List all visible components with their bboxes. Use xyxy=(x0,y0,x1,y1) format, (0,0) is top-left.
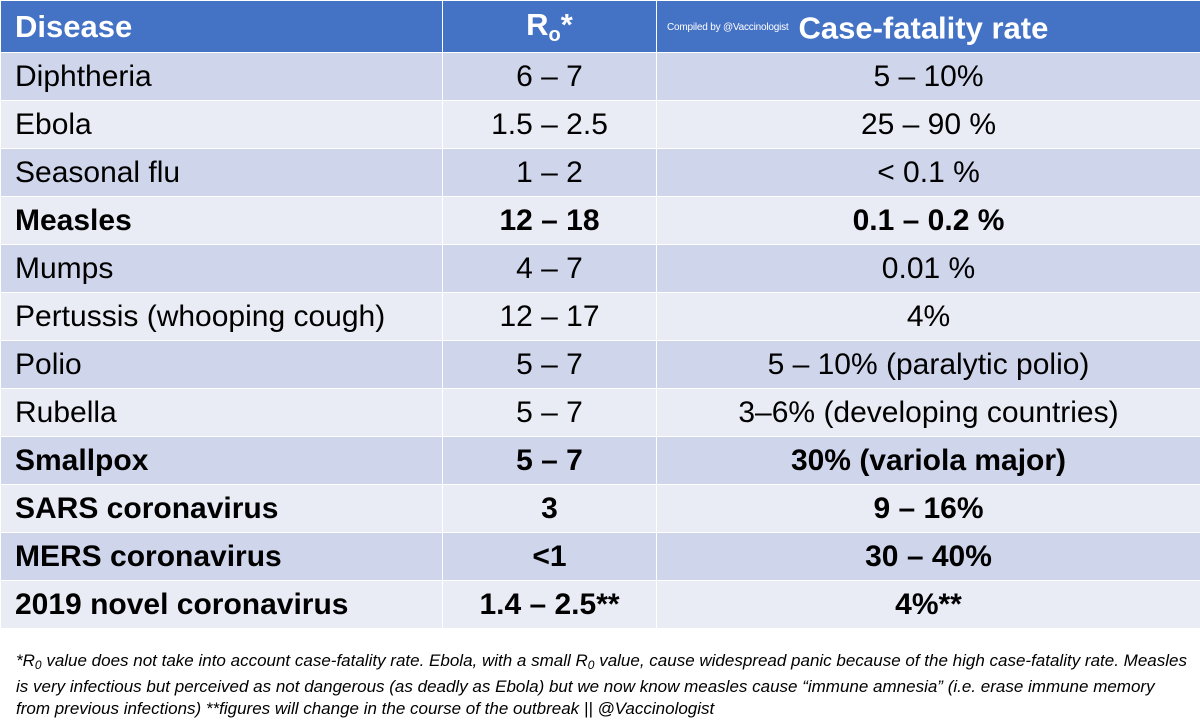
cell-disease: 2019 novel coronavirus xyxy=(0,580,443,629)
footnote-part-2: value does not take into account case-fa… xyxy=(41,651,588,670)
cell-disease: MERS coronavirus xyxy=(0,532,443,581)
cell-case-fatality: 4%** xyxy=(656,580,1200,629)
cell-r0: 3 xyxy=(442,484,657,533)
credit-text: Compiled by @Vaccinologist xyxy=(667,21,789,33)
cell-r0: 12 – 17 xyxy=(442,292,657,341)
cell-case-fatality: 0.1 – 0.2 % xyxy=(656,196,1200,245)
cell-case-fatality: 5 – 10% xyxy=(656,52,1200,101)
table-row: Mumps 4 – 7 0.01 % xyxy=(0,244,1200,293)
cell-disease: Rubella xyxy=(0,388,443,437)
cell-disease: Measles xyxy=(0,196,443,245)
table-row: Smallpox 5 – 7 30% (variola major) xyxy=(0,436,1200,485)
table-row: 2019 novel coronavirus 1.4 – 2.5** 4%** xyxy=(0,580,1200,629)
header-cfr-title: Case-fatality rate xyxy=(798,10,1049,46)
cell-r0: 6 – 7 xyxy=(442,52,657,101)
table-row: SARS coronavirus 3 9 – 16% xyxy=(0,484,1200,533)
cell-r0: 5 – 7 xyxy=(442,436,657,485)
cell-disease: Pertussis (whooping cough) xyxy=(0,292,443,341)
cell-disease: Ebola xyxy=(0,100,443,149)
header-r0-sub: o xyxy=(548,23,561,46)
cell-r0: 1 – 2 xyxy=(442,148,657,197)
footnote-part-3: value, cause widespread panic because of… xyxy=(16,651,1187,718)
table-row: Seasonal flu 1 – 2 < 0.1 % xyxy=(0,148,1200,197)
cell-disease: Smallpox xyxy=(0,436,443,485)
cell-r0: 5 – 7 xyxy=(442,340,657,389)
cell-case-fatality: 0.01 % xyxy=(656,244,1200,293)
cell-case-fatality: 3–6% (developing countries) xyxy=(656,388,1200,437)
header-r0-main: R xyxy=(526,6,549,42)
cell-case-fatality: 25 – 90 % xyxy=(656,100,1200,149)
cell-disease: Mumps xyxy=(0,244,443,293)
cell-disease: Diphtheria xyxy=(0,52,443,101)
table-row: Ebola 1.5 – 2.5 25 – 90 % xyxy=(0,100,1200,149)
cell-disease: SARS coronavirus xyxy=(0,484,443,533)
disease-table: Disease Ro* Compiled by @Vaccinologist Ca… xyxy=(0,0,1200,629)
table-row: Pertussis (whooping cough) 12 – 17 4% xyxy=(0,292,1200,341)
cell-disease: Polio xyxy=(0,340,443,389)
table-row: Measles 12 – 18 0.1 – 0.2 % xyxy=(0,196,1200,245)
cell-r0: 1.4 – 2.5** xyxy=(442,580,657,629)
cell-case-fatality: < 0.1 % xyxy=(656,148,1200,197)
header-r0-star: * xyxy=(560,6,573,42)
cell-r0: 1.5 – 2.5 xyxy=(442,100,657,149)
cell-case-fatality: 30% (variola major) xyxy=(656,436,1200,485)
footnote-part-1: *R xyxy=(16,651,35,670)
cell-case-fatality: 5 – 10% (paralytic polio) xyxy=(656,340,1200,389)
header-case-fatality: Compiled by @Vaccinologist Case-fatality … xyxy=(656,0,1200,53)
cell-case-fatality: 30 – 40% xyxy=(656,532,1200,581)
cell-case-fatality: 4% xyxy=(656,292,1200,341)
cell-r0: 4 – 7 xyxy=(442,244,657,293)
footnote-sub-2: 0 xyxy=(587,658,595,672)
cell-r0: <1 xyxy=(442,532,657,581)
header-disease: Disease xyxy=(0,0,443,53)
table-header-row: Disease Ro* Compiled by @Vaccinologist Ca… xyxy=(0,0,1200,53)
table-row: MERS coronavirus <1 30 – 40% xyxy=(0,532,1200,581)
table-row: Rubella 5 – 7 3–6% (developing countries) xyxy=(0,388,1200,437)
cell-case-fatality: 9 – 16% xyxy=(656,484,1200,533)
footnote-sub-1: 0 xyxy=(34,658,42,672)
cell-r0: 5 – 7 xyxy=(442,388,657,437)
cell-r0: 12 – 18 xyxy=(442,196,657,245)
footnote: *R0 value does not take into account cas… xyxy=(16,650,1191,720)
disease-table-container: Disease Ro* Compiled by @Vaccinologist Ca… xyxy=(0,0,1200,629)
cell-disease: Seasonal flu xyxy=(0,148,443,197)
header-r0: Ro* xyxy=(442,0,657,53)
